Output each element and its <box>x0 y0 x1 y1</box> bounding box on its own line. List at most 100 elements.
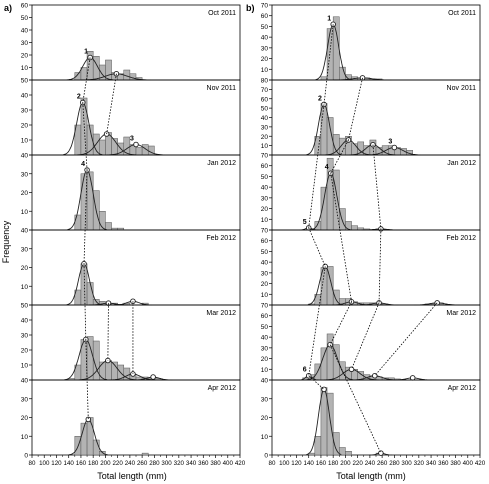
histogram-bar <box>99 139 106 156</box>
y-tick-label: 60 <box>261 238 269 245</box>
x-tick-label: 260 <box>137 460 148 467</box>
y-tick-label: 50 <box>261 249 269 256</box>
panel-label-a: a) <box>4 3 12 13</box>
y-tick-label: 50 <box>21 303 29 310</box>
cohort-mean-marker <box>330 21 336 28</box>
histogram-bar <box>308 452 316 456</box>
cohort-mean-marker <box>103 131 110 137</box>
x-tick-label: 340 <box>426 460 437 467</box>
growth-track-line <box>351 302 380 370</box>
y-tick-label: 10 <box>261 367 269 374</box>
y-tick-label: 60 <box>21 3 29 10</box>
histogram-bar <box>99 361 106 381</box>
histogram-bar <box>86 282 94 306</box>
growth-track-line <box>372 144 382 229</box>
y-tick-label: 60 <box>261 163 269 170</box>
subplot-b-4: 10 20 30 40 50 60 70 6 Mar 2012 <box>261 303 481 381</box>
y-tick-label: 30 <box>21 108 29 115</box>
y-tick-label: 40 <box>21 153 29 160</box>
growth-track-line <box>82 102 88 171</box>
y-tick-label: 70 <box>261 153 269 160</box>
y-tick-label: 50 <box>261 324 269 331</box>
y-tick-label: 20 <box>261 206 269 213</box>
histogram-bar <box>74 214 82 231</box>
cohort-mean-marker <box>133 141 139 148</box>
y-tick-label: 10 <box>261 143 269 150</box>
histogram-bar <box>326 392 334 456</box>
y-tick-label: 20 <box>21 348 29 355</box>
x-tick-label: 120 <box>51 460 62 467</box>
subplot-a-3: 10 20 30 40 Feb 2012 <box>21 228 241 306</box>
cohort-label: 1 <box>84 49 88 56</box>
x-axis-label-a: Total length (mm) <box>97 471 167 481</box>
cohort-mean-marker <box>359 75 366 81</box>
growth-track-line <box>85 339 89 420</box>
x-tick-label: 360 <box>198 460 209 467</box>
y-tick-label: 30 <box>21 246 29 253</box>
y-tick-label: 20 <box>261 356 269 363</box>
y-tick-label: 40 <box>21 28 29 35</box>
histogram-bar <box>86 417 94 456</box>
y-tick-label: 10 <box>21 209 29 216</box>
histogram-bar <box>86 336 94 381</box>
y-tick-label: 30 <box>21 171 29 178</box>
growth-track-line <box>106 73 117 135</box>
growth-track-line <box>330 173 352 302</box>
y-tick-label: 40 <box>261 335 269 342</box>
growth-track-line <box>323 24 334 105</box>
histogram-bar <box>80 67 88 81</box>
y-tick-label: 30 <box>261 270 269 277</box>
subplot-a-4: 10 20 30 40 50 Mar 2012 <box>21 303 241 381</box>
x-tick-label: 280 <box>149 460 160 467</box>
y-tick-label: 40 <box>261 35 269 42</box>
x-tick-label: 360 <box>438 460 449 467</box>
y-tick-label: 50 <box>21 15 29 22</box>
x-tick-label: 220 <box>112 460 123 467</box>
x-tick-label: 80 <box>269 460 276 467</box>
x-tick-label: 80 <box>29 460 36 467</box>
x-tick-label: 420 <box>475 460 486 467</box>
cohort-mean-marker <box>150 374 156 380</box>
month-label: Jan 2012 <box>207 160 236 167</box>
y-tick-label: 10 <box>261 434 269 441</box>
y-tick-label: 30 <box>21 333 29 340</box>
histogram-bar <box>320 387 328 456</box>
cohort-mean-marker <box>378 450 384 456</box>
y-tick-label: 30 <box>261 124 269 131</box>
y-tick-label: 80 <box>261 78 269 85</box>
subplot-a-0: 10 20 30 40 50 60 1 Oct 2011 <box>21 3 241 81</box>
growth-track-line <box>107 303 109 361</box>
y-tick-label: 30 <box>261 396 269 403</box>
y-tick-label: 30 <box>261 195 269 202</box>
x-tick-label: 140 <box>64 460 75 467</box>
cohort-mean-marker <box>391 144 398 151</box>
y-tick-label: 70 <box>261 87 269 94</box>
x-tick-label: 240 <box>365 460 376 467</box>
growth-track-line <box>308 266 326 376</box>
cohort-label: 6 <box>303 367 307 374</box>
y-tick-label: 50 <box>261 174 269 181</box>
cohort-label: 2 <box>77 94 81 101</box>
x-tick-label: 140 <box>304 460 315 467</box>
y-tick-label: 10 <box>21 434 29 441</box>
y-tick-label: 30 <box>21 396 29 403</box>
histogram-bar <box>351 143 358 156</box>
x-tick-label: 380 <box>450 460 461 467</box>
subplot-b-1: 10 20 30 40 50 60 70 80 2 3 Nov 2011 <box>261 78 481 156</box>
x-tick-label: 340 <box>186 460 197 467</box>
subplot-a-5: 0 10 20 30 40 Apr 2012 <box>21 378 241 460</box>
month-label: Apr 2012 <box>208 385 237 392</box>
x-tick-label: 420 <box>235 460 246 467</box>
y-tick-label: 0 <box>264 453 268 460</box>
y-tick-label: 60 <box>261 96 269 103</box>
histogram-bar <box>105 59 112 81</box>
x-tick-label: 160 <box>76 460 87 467</box>
y-tick-label: 30 <box>261 345 269 352</box>
histogram-bar <box>332 432 340 456</box>
x-tick-label: 200 <box>340 460 351 467</box>
y-axis-label: Frequency <box>1 220 11 263</box>
cohort-label: 4 <box>81 161 85 168</box>
x-tick-label: 380 <box>210 460 221 467</box>
histogram-bar <box>314 436 322 456</box>
